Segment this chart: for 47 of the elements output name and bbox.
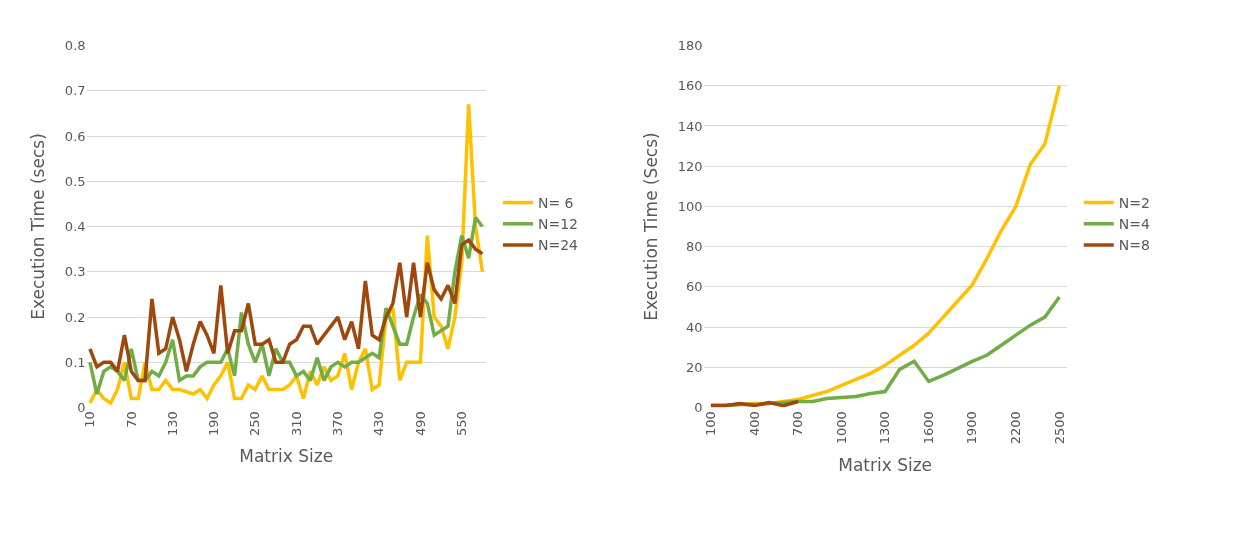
x-tick-label: 1000 xyxy=(833,411,849,445)
y-tick-label: 0.8 xyxy=(64,38,86,54)
legend-label: N=24 xyxy=(537,237,579,254)
x-tick-label: 310 xyxy=(288,411,304,437)
legend-label: N=12 xyxy=(537,216,578,233)
legend-label: N=8 xyxy=(1118,237,1150,254)
x-tick-label: 1600 xyxy=(920,411,936,445)
y-axis-title: Execution Time (Secs) xyxy=(641,132,662,321)
x-tick-label: 1300 xyxy=(877,411,893,445)
legend-label: N=2 xyxy=(1118,195,1150,212)
x-tick-label: 1900 xyxy=(964,411,980,445)
x-tick-label: 2500 xyxy=(1051,411,1067,445)
y-tick-label: 0.2 xyxy=(64,309,86,325)
y-tick-label: 0.3 xyxy=(64,264,86,280)
line-series xyxy=(88,238,485,383)
y-tick-label: 60 xyxy=(686,279,703,295)
x-tick-label: 190 xyxy=(206,411,222,437)
x-tick-label: 700 xyxy=(790,411,806,437)
x-tick-label: 430 xyxy=(371,411,387,437)
legend-label: N= 6 xyxy=(537,195,574,212)
x-tick-label: 100 xyxy=(703,411,719,437)
y-tick-label: 80 xyxy=(686,239,703,255)
legend-label: N=4 xyxy=(1118,216,1150,233)
x-tick-label: 250 xyxy=(247,411,263,437)
x-tick-label: 490 xyxy=(412,411,428,437)
x-tick-label: 130 xyxy=(164,411,180,437)
y-tick-label: 0.1 xyxy=(64,354,86,370)
y-tick-label: 160 xyxy=(677,78,703,94)
y-tick-label: 20 xyxy=(686,359,703,375)
x-axis-title: Matrix Size xyxy=(838,454,933,475)
y-tick-label: 0.6 xyxy=(64,128,86,144)
x-tick-label: 550 xyxy=(453,411,469,437)
y-tick-label: 180 xyxy=(677,38,703,54)
x-tick-label: 70 xyxy=(123,411,139,428)
x-tick-label: 370 xyxy=(330,411,346,437)
y-tick-label: 40 xyxy=(686,319,703,335)
y-tick-label: 0 xyxy=(694,400,703,416)
y-tick-label: 140 xyxy=(677,118,703,134)
y-tick-label: 100 xyxy=(677,198,703,214)
x-tick-label: 400 xyxy=(746,411,762,437)
y-tick-label: 0.7 xyxy=(64,83,86,99)
x-axis-title: Matrix Size xyxy=(239,446,334,467)
y-tick-label: 120 xyxy=(677,158,703,174)
x-tick-label: 2200 xyxy=(1008,411,1024,445)
y-tick-label: 0.4 xyxy=(64,219,86,235)
y-axis-title: Execution Time (secs) xyxy=(28,133,49,320)
y-tick-label: 0.5 xyxy=(64,173,86,189)
